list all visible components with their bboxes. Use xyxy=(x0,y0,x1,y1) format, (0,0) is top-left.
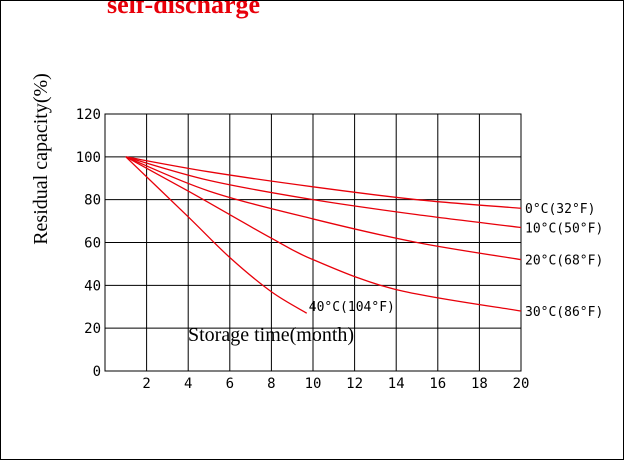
x-tick-label: 14 xyxy=(388,376,405,392)
y-axis-label: Residual capacity(%) xyxy=(30,73,52,245)
y-tick-label: 80 xyxy=(84,193,101,209)
series-lines xyxy=(125,156,522,314)
series-line-3 xyxy=(125,156,522,312)
series-labels: 0°C(32°F) 10°C(50°F) 20°C(68°F) 30°C(86°F) 4… xyxy=(309,202,604,320)
x-tick-label: 8 xyxy=(267,376,275,392)
grid xyxy=(104,113,522,372)
x-tick-label: 16 xyxy=(429,376,446,392)
series-line-4 xyxy=(125,156,308,314)
series-line-1 xyxy=(125,156,522,229)
x-tick-label: 20 xyxy=(513,376,530,392)
series-label: 30°C(86°F) xyxy=(525,305,603,320)
y-tick-label: 60 xyxy=(84,236,101,252)
series-label: 10°C(50°F) xyxy=(525,222,603,237)
axis-ticks: 2 4 6 8 10 12 14 16 18 20 0 20 40 60 80 100 120 xyxy=(76,107,530,392)
chart-title: self-discharge xyxy=(107,1,260,19)
series-line-0 xyxy=(125,156,522,209)
y-tick-label: 40 xyxy=(84,278,101,294)
x-tick-label: 6 xyxy=(226,376,234,392)
series-line-2 xyxy=(125,156,522,261)
series-label: 0°C(32°F) xyxy=(525,202,595,217)
y-tick-label: 120 xyxy=(76,107,101,123)
series-label: 20°C(68°F) xyxy=(525,254,603,269)
x-tick-label: 18 xyxy=(471,376,488,392)
x-tick-label: 4 xyxy=(184,376,192,392)
y-tick-label: 100 xyxy=(76,150,101,166)
x-tick-label: 12 xyxy=(346,376,363,392)
x-tick-label: 2 xyxy=(142,376,150,392)
x-axis-label: Storage time(month) xyxy=(188,324,354,346)
x-tick-label: 10 xyxy=(305,376,322,392)
series-label: 40°C(104°F) xyxy=(309,300,395,315)
y-tick-label: 20 xyxy=(84,321,101,337)
y-tick-label: 0 xyxy=(93,364,101,380)
